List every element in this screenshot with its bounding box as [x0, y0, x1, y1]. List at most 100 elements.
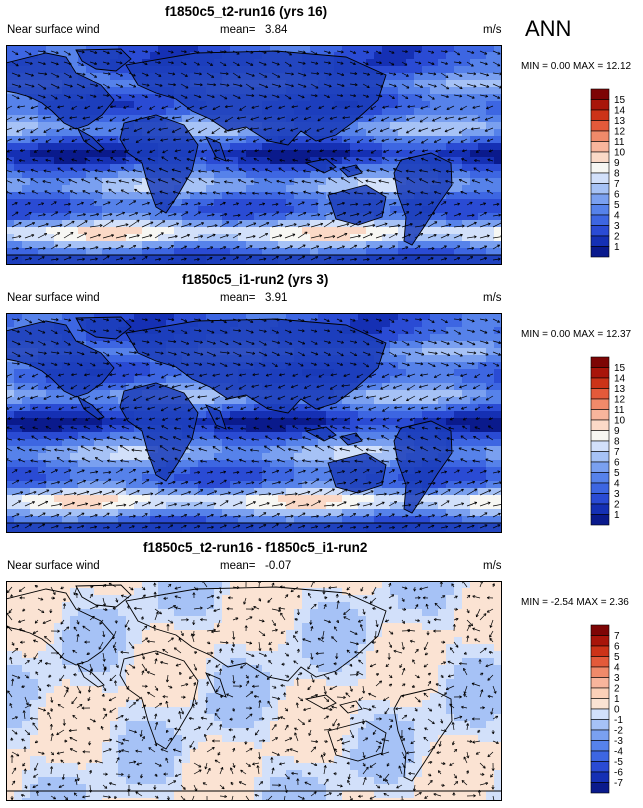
field-cell [22, 369, 31, 377]
wind-vector-head [484, 257, 488, 260]
field-cell [230, 213, 239, 221]
wind-vector-head [419, 202, 422, 206]
field-cell [310, 418, 319, 426]
field-cell [262, 446, 271, 454]
wind-vector [97, 138, 104, 142]
field-cell [158, 52, 167, 60]
field-cell [78, 150, 87, 158]
field-cell [358, 241, 367, 249]
wind-vector-head [105, 180, 109, 184]
wind-vector-head [55, 211, 59, 215]
wind-vector-head [289, 256, 293, 259]
field-cell [94, 383, 103, 391]
wind-vector [349, 258, 357, 261]
field-cell [126, 460, 135, 468]
wind-vector-head [433, 190, 437, 194]
wind-vector [336, 83, 345, 87]
field-cell [166, 248, 175, 256]
field-cell [86, 390, 95, 398]
wind-vector [375, 223, 388, 228]
field-cell [342, 136, 351, 144]
field-cell [262, 453, 271, 461]
wind-vector [267, 157, 273, 162]
wind-vector [136, 105, 143, 110]
field-cell [22, 143, 31, 151]
wind-vector [193, 50, 200, 54]
field-cell [62, 206, 71, 214]
field-cell [230, 143, 239, 151]
wind-vector [30, 178, 39, 184]
wind-vector [128, 219, 140, 228]
wind-vector [401, 234, 411, 239]
wind-vector [128, 83, 136, 88]
wind-vector [394, 138, 403, 141]
field-cell [270, 313, 279, 321]
field-cell [214, 157, 223, 165]
field-cell [430, 108, 439, 116]
wind-vector [378, 180, 390, 184]
field-cell [454, 320, 463, 328]
wind-vector-head [171, 129, 175, 133]
field-cell [390, 453, 399, 461]
field-cell [438, 59, 447, 67]
field-cell [254, 467, 263, 475]
field-cell [462, 320, 471, 328]
field-cell [230, 136, 239, 144]
field-cell [206, 460, 215, 468]
field-cell [310, 227, 319, 235]
wind-vector-head [418, 50, 422, 54]
field-cell [446, 52, 455, 60]
wind-vector-head [120, 245, 124, 249]
wind-vector-head [381, 118, 384, 122]
wind-vector [492, 94, 501, 99]
field-cell [470, 108, 479, 116]
field-cell [6, 432, 15, 440]
wind-vector [141, 83, 150, 86]
field-cell [262, 313, 271, 321]
wind-vector-head [185, 118, 189, 122]
field-cell [342, 313, 351, 321]
field-cell [30, 241, 39, 249]
wind-vector-head [46, 149, 50, 153]
field-cell [390, 101, 399, 109]
field-cell [358, 227, 367, 235]
wind-vector-head [393, 211, 397, 214]
field-cell [270, 439, 279, 447]
field-cell [70, 234, 79, 242]
field-cell [222, 199, 231, 207]
wind-vector [474, 159, 481, 162]
field-cell [70, 446, 79, 454]
field-cell [230, 313, 239, 321]
wind-vector-head [225, 138, 229, 142]
field-cell [494, 213, 502, 221]
field-cell [198, 227, 207, 235]
field-cell [470, 460, 479, 468]
field-cell [30, 404, 39, 412]
field-cell [70, 474, 79, 482]
wind-vector-head [329, 245, 333, 249]
field-cell [470, 397, 479, 405]
wind-vector [180, 94, 188, 99]
field-cell [398, 52, 407, 60]
field-cell [174, 234, 183, 242]
field-cell [494, 383, 502, 391]
wind-vector [124, 149, 130, 153]
wind-vector [479, 83, 490, 88]
field-cell [494, 313, 502, 321]
field-cell [422, 404, 431, 412]
wind-vector [76, 213, 86, 217]
field-cell [262, 157, 271, 165]
field-cell [374, 227, 383, 235]
wind-vector-head [173, 138, 176, 142]
field-cell [38, 220, 47, 228]
wind-vector-head [236, 245, 240, 249]
wind-vector-head [471, 50, 475, 54]
field-cell [190, 390, 199, 398]
wind-vector-head [196, 50, 200, 54]
field-cell [222, 129, 231, 137]
wind-vector-head [469, 201, 473, 205]
field-cell [54, 136, 63, 144]
field-cell [198, 171, 207, 179]
field-cell [390, 227, 399, 235]
field-cell [190, 467, 199, 475]
